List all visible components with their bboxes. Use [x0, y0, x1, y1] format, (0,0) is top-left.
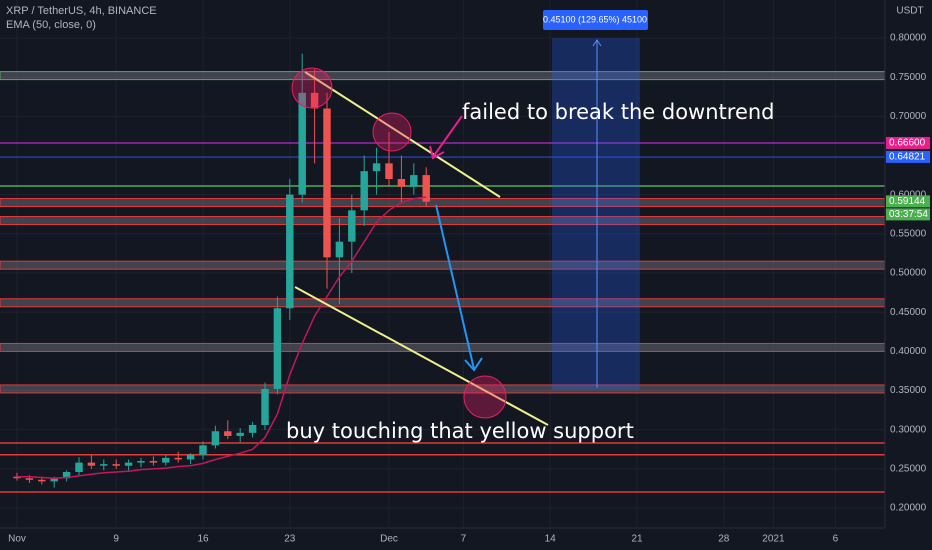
- y-axis-label: USDT: [896, 6, 923, 17]
- level-band: [0, 198, 886, 208]
- annotation-arrow-head: [464, 357, 483, 372]
- x-tick-label: 16: [197, 534, 209, 545]
- y-tick-label: 0.75000: [890, 72, 927, 83]
- y-tick-label: 0.35000: [890, 385, 927, 396]
- measure-label-box: [543, 10, 648, 30]
- candle-body: [174, 457, 182, 460]
- candle-body: [372, 163, 381, 172]
- y-tick-label: 0.20000: [890, 503, 927, 514]
- candle-body: [248, 424, 257, 433]
- candle-body: [360, 171, 368, 211]
- candle-body: [112, 464, 120, 466]
- axes: 0.80000 0.75000 0.70000 0.60000 0.55000 0.500…: [8, 33, 930, 545]
- candle-body: [149, 461, 158, 463]
- measure-box: [552, 38, 640, 390]
- levels: [0, 71, 886, 493]
- candle-body: [286, 194, 294, 309]
- annotation-arrow: [435, 204, 475, 370]
- y-tick-label: 0.80000: [890, 33, 927, 44]
- candle-body: [273, 308, 282, 389]
- y-tick-label: 0.45000: [890, 307, 927, 318]
- candle-body: [199, 445, 207, 455]
- price-label: 0.59144: [889, 196, 926, 207]
- candle-body: [397, 179, 406, 187]
- level-band: [0, 216, 886, 226]
- x-tick-label: 28: [718, 534, 730, 545]
- y-tick-label: 0.50000: [890, 268, 927, 279]
- price-label: 0.64821: [889, 152, 926, 163]
- candle-body: [298, 92, 306, 195]
- candles: [13, 53, 430, 488]
- x-tick-label: 21: [631, 534, 643, 545]
- x-tick-label: 6: [833, 534, 839, 545]
- chart-title: XRP / TetherUS, 4h, BINANCE: [6, 5, 157, 17]
- candle-body: [87, 462, 96, 466]
- candle-body: [186, 454, 195, 460]
- ema-line: [17, 196, 427, 480]
- candle-body: [422, 175, 430, 202]
- candle-body: [236, 432, 244, 436]
- candle-body: [224, 431, 232, 436]
- candle-body: [75, 462, 83, 472]
- countdown: 03:37:54: [889, 209, 928, 220]
- candle-body: [385, 163, 393, 180]
- annotation-arrow-head: [429, 145, 445, 160]
- highlight-circle: [372, 112, 412, 152]
- indicator-label: EMA (50, close, 0): [6, 19, 96, 31]
- candle-body: [310, 92, 319, 109]
- measure-arrow-head: [592, 39, 602, 47]
- price-label-box: [886, 195, 930, 208]
- candle-body: [50, 478, 58, 482]
- countdown-box: [886, 208, 930, 221]
- level-band: [0, 342, 886, 352]
- price-label-box: [886, 150, 930, 163]
- candle-body: [348, 210, 356, 242]
- y-tick-label: 0.40000: [890, 346, 927, 357]
- x-tick-label: Dec: [380, 534, 398, 545]
- level-band: [0, 71, 886, 81]
- level-band: [0, 298, 886, 308]
- annotation: failed to break the downtrend: [462, 100, 775, 124]
- price-label: 0.66600: [889, 138, 926, 149]
- candle-body: [25, 478, 34, 480]
- y-tick-label: 0.70000: [890, 111, 927, 122]
- level-band: [0, 384, 886, 394]
- y-tick-label: 0.30000: [890, 424, 927, 435]
- candle-body: [13, 476, 21, 479]
- highlight-circle: [463, 375, 507, 419]
- candle-body: [100, 464, 108, 466]
- candle-body: [38, 479, 46, 482]
- candle-body: [162, 457, 170, 463]
- candle-body: [62, 471, 71, 479]
- highlight-circle: [291, 67, 333, 109]
- measure-label: 0.45100 (129.65%) 45100: [543, 14, 647, 24]
- x-tick-label: 14: [545, 534, 557, 545]
- resistance-trendline: [304, 71, 501, 198]
- price-axis: [885, 0, 932, 550]
- x-tick-label: 9: [113, 534, 119, 545]
- y-tick-label: 0.60000: [890, 189, 927, 200]
- x-tick-label: 23: [284, 534, 296, 545]
- annotation-arrow: [432, 115, 463, 158]
- price-label-box: [886, 136, 930, 149]
- x-tick-label: 7: [461, 534, 467, 545]
- candle-body: [124, 462, 133, 466]
- candle-body: [211, 431, 220, 446]
- candle-body: [137, 461, 145, 463]
- candle-body: [323, 108, 331, 258]
- candle-body: [261, 388, 269, 425]
- x-tick-label: 2021: [762, 534, 785, 545]
- candle-body: [410, 175, 418, 187]
- time-axis: [0, 528, 932, 550]
- y-tick-label: 0.25000: [890, 463, 927, 474]
- candle-body: [335, 241, 344, 258]
- level-band: [0, 260, 886, 270]
- y-tick-label: 0.55000: [890, 228, 927, 239]
- annotation: buy touching that yellow support: [286, 419, 634, 443]
- x-tick-label: Nov: [8, 534, 26, 545]
